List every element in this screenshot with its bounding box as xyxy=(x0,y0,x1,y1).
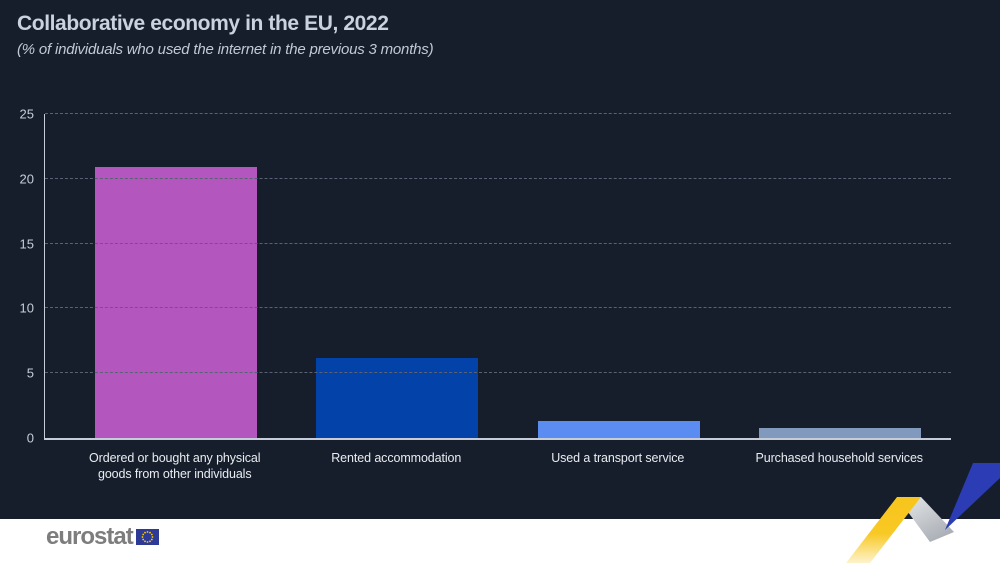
gridline xyxy=(45,372,951,374)
bar xyxy=(316,357,479,438)
eurostat-logo: eurostat xyxy=(46,525,159,549)
footer: eurostat xyxy=(0,519,1000,563)
bar-slot xyxy=(287,114,509,438)
category-label: Rented accommodation xyxy=(331,451,462,465)
bars-row xyxy=(45,114,951,438)
bar-slot xyxy=(730,114,952,438)
chart-title: Collaborative economy in the EU, 2022 xyxy=(17,12,389,35)
eurostat-logo-text: eurostat xyxy=(46,523,134,550)
gridline xyxy=(45,113,951,114)
category-label: Purchased household services xyxy=(755,451,924,465)
y-tick-label: 10 xyxy=(19,300,34,316)
eurostat-ribbon-icon xyxy=(846,463,1000,563)
bar-slot xyxy=(508,114,730,438)
bar-slot xyxy=(65,114,287,438)
bar xyxy=(537,421,700,438)
chart-panel: Collaborative economy in the EU, 2022 (%… xyxy=(0,0,1000,519)
chart-subtitle: (% of individuals who used the internet … xyxy=(17,41,434,58)
y-tick-label: 5 xyxy=(26,365,34,381)
y-tick-label: 20 xyxy=(19,171,34,187)
gridline xyxy=(45,242,951,244)
category-label: Used a transport service xyxy=(551,451,685,465)
y-tick-label: 0 xyxy=(26,430,34,446)
x-axis-labels: Ordered or bought any physical goods fro… xyxy=(44,450,950,482)
plot-area: 0 5 10 15 20 25 xyxy=(20,108,951,445)
gridline xyxy=(45,177,951,179)
ribbon-blue-band xyxy=(945,463,1000,530)
category-label: Ordered or bought any physical goods fro… xyxy=(89,451,261,481)
y-tick-label: 25 xyxy=(19,106,34,122)
gridline xyxy=(45,307,951,309)
bar xyxy=(94,167,257,438)
ribbon-yellow-band xyxy=(846,497,921,563)
eu-flag-icon xyxy=(135,529,159,545)
bar xyxy=(759,427,922,438)
y-tick-label: 15 xyxy=(19,236,34,252)
